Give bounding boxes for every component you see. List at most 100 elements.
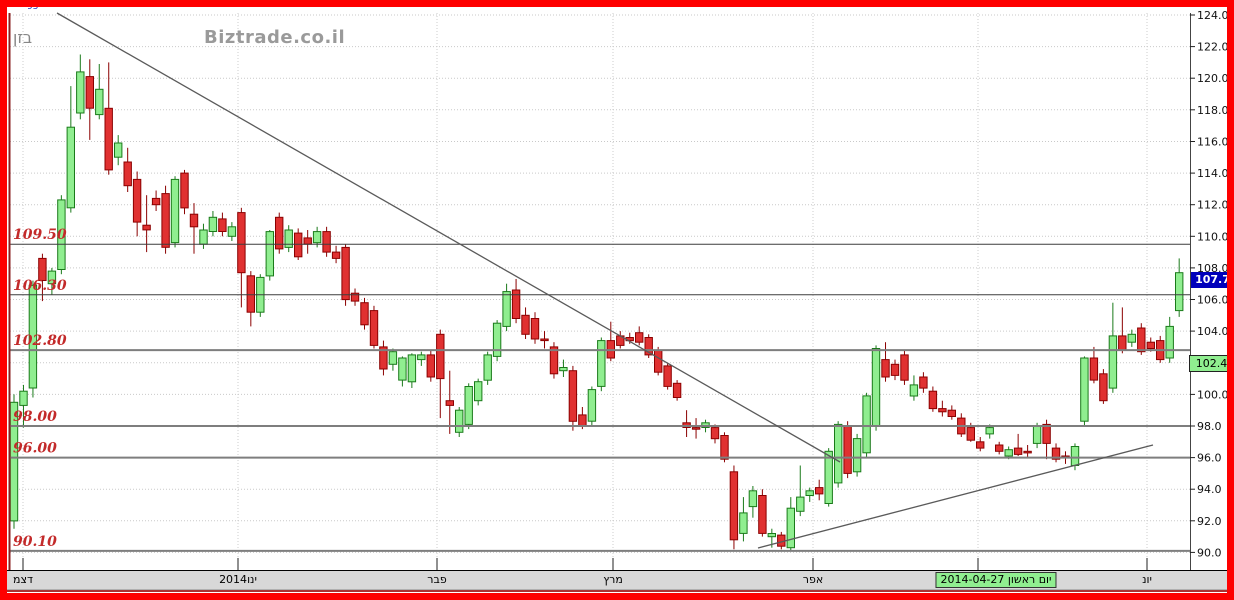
candle — [237, 212, 246, 274]
candle — [976, 441, 985, 449]
candle — [19, 390, 28, 406]
time-axis-strip — [7, 571, 1227, 590]
candle — [758, 495, 767, 534]
candle — [815, 487, 824, 495]
candle — [635, 332, 644, 343]
price-tick-label: 94.0 — [1197, 483, 1222, 496]
candle — [852, 438, 862, 473]
candle — [691, 427, 701, 430]
candle — [521, 314, 530, 335]
candle — [1137, 327, 1146, 353]
candle — [369, 310, 379, 346]
price-tick-label: 110.0 — [1197, 230, 1229, 243]
bottom-accent-line — [7, 590, 1227, 592]
candle — [710, 427, 720, 440]
candle — [350, 292, 360, 302]
candle — [568, 370, 578, 422]
support-resistance-label: 90.10 — [13, 534, 57, 550]
support-resistance-label: 98.00 — [13, 409, 57, 425]
price-tick-label: 108.0 — [1197, 262, 1229, 275]
candle — [985, 427, 994, 435]
candle — [208, 216, 218, 233]
candle — [114, 142, 123, 158]
candle — [1099, 373, 1108, 402]
candle — [28, 284, 38, 389]
candle — [322, 231, 331, 253]
candle — [862, 395, 871, 454]
candle — [834, 423, 843, 484]
candle — [587, 389, 597, 422]
support-resistance-label: 106.30 — [13, 278, 67, 294]
candle — [341, 246, 350, 301]
support-resistance-label: 96.00 — [13, 441, 57, 457]
candle — [360, 302, 369, 326]
price-tick-label: 116.0 — [1197, 136, 1229, 149]
candle — [881, 359, 890, 378]
month-label: פבר — [427, 573, 447, 586]
price-tick-label: 114.0 — [1197, 167, 1229, 180]
candle — [729, 471, 739, 541]
candle — [398, 357, 407, 381]
candle — [47, 270, 57, 285]
candle — [492, 322, 502, 357]
candle — [597, 340, 606, 387]
candle — [1023, 450, 1032, 454]
candle — [331, 251, 341, 259]
candle — [483, 354, 492, 381]
candle — [559, 367, 568, 372]
candle — [66, 126, 75, 209]
candle — [805, 490, 814, 496]
price-tick-label: 120.0 — [1197, 72, 1229, 85]
trendline-start-note: 95 — [27, 2, 39, 12]
candle — [265, 231, 275, 277]
candle — [218, 218, 227, 232]
candle — [890, 363, 900, 376]
price-tick-label: 104.0 — [1197, 325, 1229, 338]
candle — [407, 354, 417, 383]
candle — [796, 496, 805, 512]
candle — [672, 382, 682, 398]
candle — [824, 450, 833, 504]
candle — [966, 427, 975, 441]
candle — [578, 414, 587, 427]
candle — [464, 386, 473, 425]
candle — [1108, 335, 1118, 389]
candle — [748, 490, 758, 508]
ascending-support-trendline — [757, 444, 1154, 549]
candle — [436, 333, 445, 380]
candle — [909, 384, 919, 397]
candle — [843, 425, 852, 474]
candle — [379, 346, 388, 370]
price-tick-label: 100.0 — [1197, 388, 1229, 401]
month-label: ינו2014 — [219, 573, 257, 586]
candle — [95, 88, 104, 116]
candle — [739, 512, 748, 534]
candle — [85, 76, 94, 109]
candle — [275, 216, 284, 250]
candle — [1080, 357, 1089, 422]
candle — [151, 197, 161, 206]
candle — [284, 229, 293, 248]
month-label: מרץ — [603, 573, 623, 586]
candle — [104, 107, 113, 171]
candle — [502, 291, 511, 327]
support-resistance-label: 109.50 — [13, 227, 67, 243]
candle — [417, 354, 426, 361]
candle — [900, 354, 909, 381]
candle — [161, 193, 170, 248]
candle — [170, 178, 180, 244]
candle — [540, 338, 549, 342]
support-resistance-label: 102.80 — [13, 333, 67, 349]
candle — [123, 161, 132, 187]
candle — [312, 231, 322, 244]
candle — [919, 376, 928, 389]
month-label: יונ — [1142, 573, 1152, 586]
price-tick-label: 98.0 — [1197, 420, 1222, 433]
candle — [1042, 423, 1051, 444]
month-label: אפר — [802, 573, 824, 586]
candle — [303, 237, 312, 245]
candle — [180, 172, 189, 209]
selected-date-label: יום ראשון 2014-04-27 — [935, 572, 1057, 588]
candle — [199, 229, 208, 245]
